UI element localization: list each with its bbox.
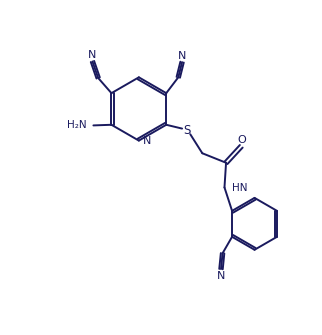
Text: HN: HN bbox=[232, 183, 248, 193]
Text: O: O bbox=[238, 135, 247, 145]
Text: S: S bbox=[184, 124, 191, 137]
Text: N: N bbox=[178, 51, 186, 61]
Text: H₂N: H₂N bbox=[67, 120, 87, 130]
Text: N: N bbox=[216, 271, 225, 281]
Text: N: N bbox=[143, 136, 151, 146]
Text: N: N bbox=[88, 50, 96, 60]
